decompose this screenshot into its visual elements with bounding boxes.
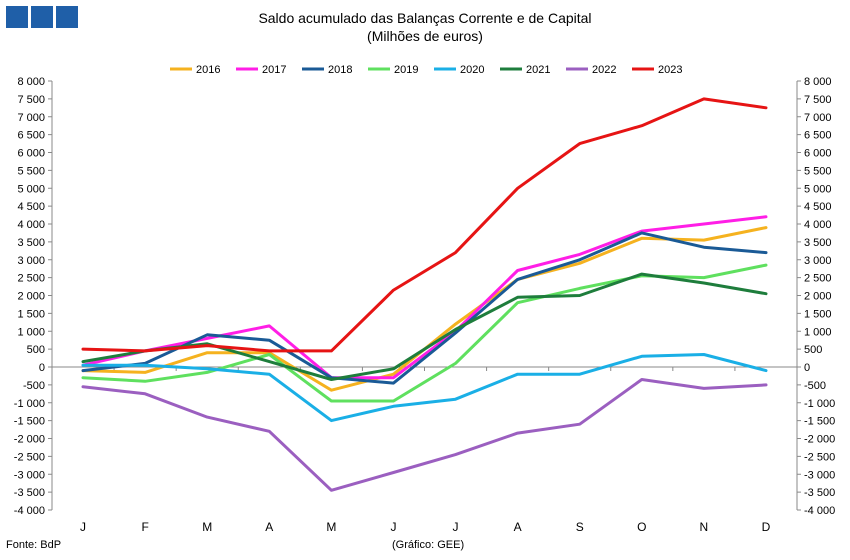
- y-tick-label-left: 3 500: [17, 237, 45, 249]
- y-tick-label-right: -4 000: [804, 505, 835, 517]
- y-tick-label-right: 6 000: [804, 148, 832, 160]
- x-tick-label: A: [514, 520, 522, 534]
- y-tick-label-right: 8 000: [804, 76, 832, 88]
- y-tick-label-right: -3 000: [804, 469, 835, 481]
- legend-label-2021: 2021: [526, 64, 550, 76]
- series-line-2018: [81, 231, 768, 385]
- y-tick-label-right: 5 500: [804, 165, 832, 177]
- y-tick-label-left: 8 000: [17, 76, 45, 88]
- y-tick-label-left: -3 500: [14, 487, 45, 499]
- series-line-2017: [81, 215, 768, 380]
- chart-subtitle: (Milhões de euros): [367, 28, 483, 44]
- x-tick-label: F: [141, 520, 148, 534]
- x-tick-label: M: [326, 520, 336, 534]
- y-tick-label-right: -3 500: [804, 487, 835, 499]
- y-tick-label-left: 2 500: [17, 273, 45, 285]
- x-tick-label: J: [453, 520, 459, 534]
- legend-label-2022: 2022: [592, 64, 616, 76]
- y-tick-label-left: 7 500: [17, 94, 45, 106]
- y-tick-label-left: 1 500: [17, 308, 45, 320]
- y-tick-label-right: 3 000: [804, 255, 832, 267]
- y-tick-label-left: 5 500: [17, 165, 45, 177]
- series-line-2019: [81, 263, 768, 403]
- x-tick-label: M: [202, 520, 212, 534]
- x-tick-label: N: [700, 520, 709, 534]
- logo-block-2: [31, 6, 53, 28]
- source-label: Fonte: BdP: [6, 539, 62, 551]
- legend-label-2023: 2023: [658, 64, 682, 76]
- y-tick-label-right: -1 500: [804, 416, 835, 428]
- legend-label-2017: 2017: [262, 64, 286, 76]
- y-tick-label-right: 7 000: [804, 112, 832, 124]
- y-tick-label-left: -1 000: [14, 398, 45, 410]
- credit-label: (Gráfico: GEE): [392, 539, 465, 551]
- y-tick-label-right: -1 000: [804, 398, 835, 410]
- legend-label-2016: 2016: [196, 64, 220, 76]
- x-tick-label: O: [637, 520, 646, 534]
- y-tick-label-left: -2 500: [14, 451, 45, 463]
- y-tick-label-right: 6 500: [804, 130, 832, 142]
- y-tick-label-left: 7 000: [17, 112, 45, 124]
- y-tick-label-left: 6 000: [17, 148, 45, 160]
- series-line-2022: [81, 378, 768, 492]
- y-tick-label-left: 0: [39, 362, 45, 374]
- y-tick-label-left: 4 000: [17, 219, 45, 231]
- y-tick-label-right: 0: [804, 362, 810, 374]
- legend: 2016 2017 2018 2019 2020 2021 2022 2023: [170, 64, 682, 76]
- y-tick-label-right: 1 500: [804, 308, 832, 320]
- y-tick-label-right: 4 500: [804, 201, 832, 213]
- x-tick-label: S: [576, 520, 584, 534]
- y-tick-label-right: -2 000: [804, 434, 835, 446]
- series-lines: [81, 97, 768, 492]
- chart-title: Saldo acumulado das Balanças Corrente e …: [258, 10, 592, 26]
- series-line-2016: [81, 226, 768, 392]
- y-tick-label-right: 2 000: [804, 291, 832, 303]
- y-tick-label-right: -500: [804, 380, 826, 392]
- series-line-2020: [81, 353, 768, 423]
- y-tick-label-right: 4 000: [804, 219, 832, 231]
- y-tick-label-left: -3 000: [14, 469, 45, 481]
- y-tick-label-left: 500: [27, 344, 45, 356]
- legend-label-2018: 2018: [328, 64, 352, 76]
- y-tick-label-left: 3 000: [17, 255, 45, 267]
- y-tick-label-left: 5 000: [17, 183, 45, 195]
- legend-label-2019: 2019: [394, 64, 418, 76]
- y-tick-label-right: 2 500: [804, 273, 832, 285]
- y-tick-label-right: 500: [804, 344, 822, 356]
- y-tick-label-right: 3 500: [804, 237, 832, 249]
- x-tick-label: A: [265, 520, 273, 534]
- y-tick-label-left: 1 000: [17, 326, 45, 338]
- series-line-2021: [81, 272, 768, 381]
- logo-block-3: [56, 6, 78, 28]
- legend-label-2020: 2020: [460, 64, 484, 76]
- axes: 8 000 8 000 7 500 7 500 7 000 7 000 6 500 6 500…: [14, 76, 835, 534]
- y-tick-label-right: -2 500: [804, 451, 835, 463]
- y-tick-label-right: 7 500: [804, 94, 832, 106]
- x-tick-label: J: [390, 520, 396, 534]
- y-tick-label-left: -1 500: [14, 416, 45, 428]
- y-tick-label-left: -500: [23, 380, 45, 392]
- x-tick-label: D: [762, 520, 771, 534]
- y-tick-label-left: 4 500: [17, 201, 45, 213]
- y-tick-label-left: -4 000: [14, 505, 45, 517]
- y-tick-label-right: 1 000: [804, 326, 832, 338]
- y-tick-label-right: 5 000: [804, 183, 832, 195]
- x-tick-label: J: [80, 520, 86, 534]
- y-tick-label-left: 2 000: [17, 291, 45, 303]
- y-tick-label-left: 6 500: [17, 130, 45, 142]
- y-tick-label-left: -2 000: [14, 434, 45, 446]
- series-line-2023: [81, 97, 768, 353]
- logo-block-1: [6, 6, 28, 28]
